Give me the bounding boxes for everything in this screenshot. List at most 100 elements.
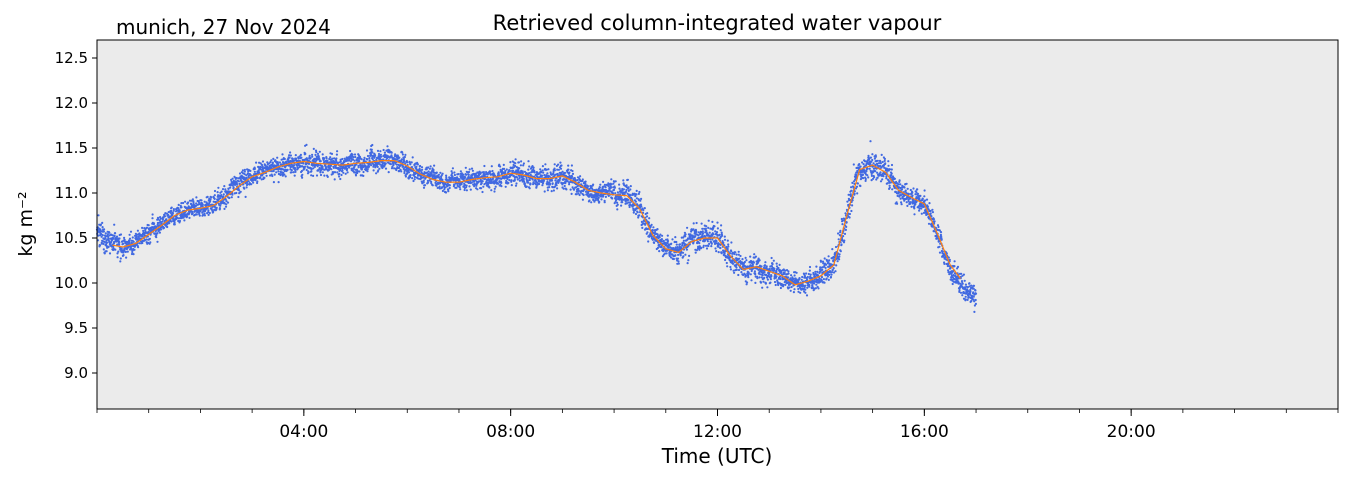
scatter-point bbox=[905, 201, 908, 204]
scatter-point bbox=[686, 226, 689, 229]
scatter-point bbox=[132, 253, 135, 256]
scatter-point bbox=[265, 174, 268, 177]
scatter-point bbox=[862, 163, 865, 166]
scatter-point bbox=[539, 168, 542, 171]
scatter-point bbox=[111, 234, 114, 237]
scatter-point bbox=[519, 164, 523, 167]
scatter-point bbox=[907, 192, 911, 196]
scatter-point bbox=[904, 189, 907, 192]
scatter-point bbox=[423, 184, 427, 187]
scatter-point bbox=[336, 171, 339, 174]
scatter-point bbox=[597, 196, 600, 199]
scatter-point bbox=[371, 143, 374, 147]
scatter-point bbox=[335, 159, 338, 162]
scatter-point bbox=[224, 198, 227, 201]
scatter-point bbox=[351, 164, 354, 167]
scatter-point bbox=[723, 235, 726, 238]
scatter-point bbox=[906, 204, 909, 207]
scatter-point bbox=[180, 206, 183, 209]
scatter-point bbox=[679, 254, 682, 257]
scatter-point bbox=[132, 240, 135, 243]
scatter-point bbox=[556, 172, 559, 176]
scatter-point bbox=[163, 215, 167, 218]
scatter-point bbox=[108, 231, 111, 234]
scatter-point bbox=[465, 173, 468, 176]
scatter-point bbox=[916, 188, 919, 191]
scatter-point bbox=[331, 172, 334, 175]
scatter-point bbox=[169, 211, 172, 214]
scatter-point bbox=[528, 178, 531, 182]
scatter-point bbox=[715, 240, 718, 243]
scatter-point bbox=[775, 275, 778, 278]
scatter-point bbox=[370, 148, 373, 151]
scatter-point bbox=[177, 203, 180, 206]
scatter-point bbox=[888, 184, 891, 187]
scatter-point bbox=[604, 195, 608, 198]
scatter-point bbox=[432, 168, 435, 171]
scatter-point bbox=[552, 189, 556, 192]
scatter-point bbox=[291, 157, 294, 160]
scatter-point bbox=[141, 226, 144, 229]
scatter-point bbox=[528, 165, 531, 168]
scatter-point bbox=[711, 238, 714, 241]
scatter-point bbox=[838, 253, 841, 256]
scatter-point bbox=[879, 180, 883, 183]
scatter-point bbox=[155, 233, 158, 237]
scatter-point bbox=[540, 171, 543, 174]
scatter-point bbox=[716, 221, 719, 224]
scatter-point bbox=[289, 154, 292, 157]
scatter-point bbox=[773, 267, 776, 270]
scatter-point bbox=[546, 189, 550, 192]
scatter-point bbox=[581, 198, 585, 201]
scatter-point bbox=[307, 162, 311, 165]
scatter-point bbox=[382, 148, 385, 152]
scatter-point bbox=[845, 225, 848, 228]
scatter-point bbox=[203, 214, 206, 217]
scatter-point bbox=[677, 253, 680, 256]
scatter-point bbox=[563, 184, 566, 188]
scatter-point bbox=[281, 153, 284, 156]
scatter-point bbox=[625, 188, 628, 192]
scatter-point bbox=[515, 182, 518, 185]
scatter-point bbox=[104, 232, 107, 235]
scatter-point bbox=[719, 246, 722, 250]
scatter-point bbox=[518, 167, 521, 170]
scatter-point bbox=[899, 193, 903, 197]
scatter-point bbox=[853, 192, 856, 195]
scatter-point bbox=[886, 182, 889, 185]
scatter-point bbox=[188, 216, 191, 219]
scatter-point bbox=[379, 150, 382, 153]
scatter-point bbox=[172, 209, 175, 212]
scatter-point bbox=[500, 181, 503, 184]
scatter-point bbox=[923, 189, 926, 192]
scatter-point bbox=[626, 178, 630, 181]
scatter-point bbox=[891, 188, 894, 191]
scatter-point bbox=[288, 156, 291, 159]
scatter-point bbox=[219, 197, 222, 200]
scatter-point bbox=[340, 173, 343, 177]
scatter-point bbox=[835, 264, 838, 267]
scatter-point bbox=[562, 187, 565, 190]
scatter-point bbox=[370, 164, 373, 167]
scatter-point bbox=[304, 152, 307, 155]
scatter-point bbox=[326, 175, 329, 178]
scatter-point bbox=[117, 250, 120, 253]
scatter-point bbox=[250, 183, 253, 186]
scatter-point bbox=[497, 172, 500, 175]
scatter-point bbox=[762, 280, 765, 283]
scatter-point bbox=[231, 177, 234, 180]
scatter-point bbox=[290, 169, 293, 172]
scatter-point bbox=[190, 203, 193, 206]
scatter-point bbox=[558, 179, 561, 182]
scatter-point bbox=[754, 273, 757, 276]
scatter-point bbox=[155, 236, 158, 239]
scatter-point bbox=[225, 203, 228, 206]
scatter-point bbox=[758, 276, 761, 279]
scatter-point bbox=[255, 161, 258, 164]
scatter-point bbox=[201, 203, 204, 206]
scatter-point bbox=[354, 155, 357, 159]
scatter-point bbox=[890, 172, 893, 175]
scatter-point bbox=[681, 251, 685, 254]
scatter-point bbox=[308, 154, 311, 157]
scatter-point bbox=[309, 157, 312, 160]
